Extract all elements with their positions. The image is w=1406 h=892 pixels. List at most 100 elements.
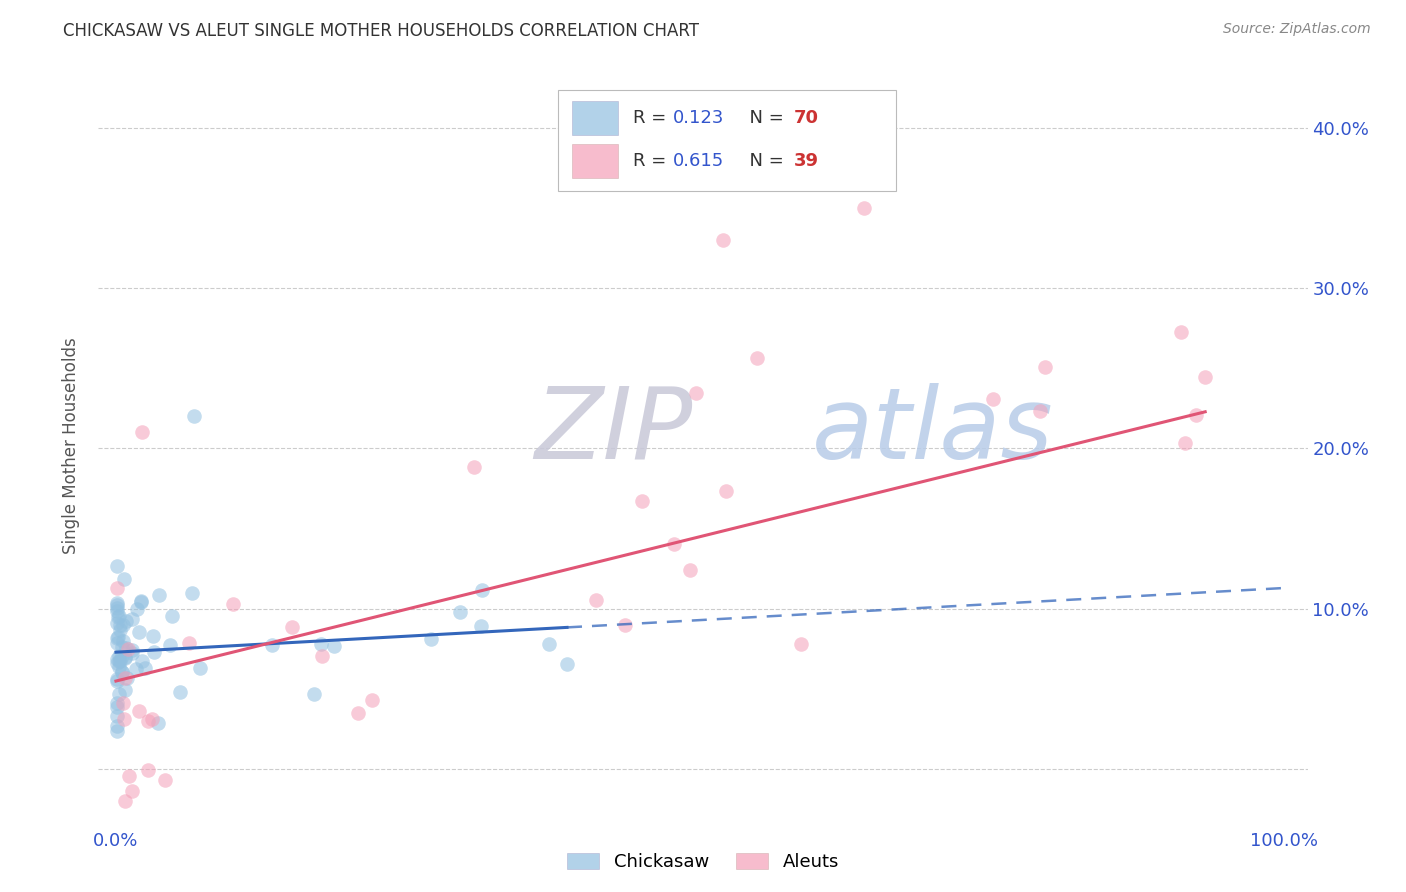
- Point: [142, 645, 165, 659]
- Point: [470, 619, 492, 633]
- Point: [118, 769, 141, 783]
- Point: [121, 612, 143, 626]
- Point: [107, 581, 129, 595]
- Text: N =: N =: [738, 109, 790, 128]
- FancyBboxPatch shape: [558, 90, 897, 191]
- Point: [131, 655, 153, 669]
- Text: Source: ZipAtlas.com: Source: ZipAtlas.com: [1223, 22, 1371, 37]
- Point: [309, 637, 332, 651]
- Point: [108, 655, 131, 669]
- Point: [110, 623, 132, 637]
- Point: [262, 638, 284, 652]
- Point: [159, 638, 181, 652]
- Point: [108, 687, 131, 701]
- Point: [105, 631, 128, 645]
- Text: 70: 70: [793, 109, 818, 128]
- Text: 0.615: 0.615: [672, 152, 724, 169]
- Point: [111, 634, 134, 648]
- Point: [714, 484, 737, 499]
- Point: [105, 596, 128, 610]
- Point: [105, 674, 128, 689]
- Point: [112, 572, 135, 586]
- Point: [463, 460, 485, 475]
- Point: [128, 704, 150, 718]
- Point: [107, 609, 129, 624]
- Point: [108, 618, 131, 632]
- Point: [107, 659, 129, 673]
- FancyBboxPatch shape: [572, 102, 619, 135]
- Point: [105, 696, 128, 710]
- Point: [105, 709, 128, 723]
- Point: [302, 687, 325, 701]
- Point: [361, 693, 384, 707]
- Point: [136, 763, 159, 777]
- Point: [131, 425, 153, 440]
- Text: CHICKASAW VS ALEUT SINGLE MOTHER HOUSEHOLDS CORRELATION CHART: CHICKASAW VS ALEUT SINGLE MOTHER HOUSEHO…: [63, 22, 699, 40]
- Point: [146, 715, 169, 730]
- Point: [107, 648, 129, 663]
- Point: [129, 593, 152, 607]
- Text: N =: N =: [738, 152, 790, 169]
- Point: [121, 643, 143, 657]
- Text: R =: R =: [633, 109, 672, 128]
- Point: [105, 657, 128, 671]
- Point: [311, 648, 333, 663]
- Point: [112, 696, 135, 710]
- Text: ZIP: ZIP: [534, 383, 692, 480]
- Point: [114, 683, 136, 698]
- Point: [125, 662, 148, 676]
- Point: [115, 614, 138, 628]
- Point: [136, 714, 159, 729]
- Point: [790, 637, 813, 651]
- Point: [713, 233, 735, 247]
- Point: [183, 409, 205, 424]
- Point: [114, 712, 136, 726]
- Point: [105, 616, 128, 631]
- Point: [105, 559, 128, 574]
- Point: [108, 654, 131, 668]
- Point: [323, 639, 346, 653]
- Point: [1170, 325, 1192, 339]
- Point: [662, 537, 685, 551]
- Point: [685, 386, 707, 401]
- Point: [347, 706, 370, 720]
- FancyBboxPatch shape: [572, 144, 619, 178]
- Point: [148, 589, 170, 603]
- Point: [141, 712, 163, 726]
- Point: [114, 640, 136, 655]
- Text: 39: 39: [793, 152, 818, 169]
- Point: [105, 724, 128, 739]
- Point: [125, 602, 148, 616]
- Point: [281, 620, 304, 634]
- Point: [188, 661, 211, 675]
- Point: [128, 624, 150, 639]
- Point: [105, 652, 128, 666]
- Point: [181, 586, 204, 600]
- Point: [105, 604, 128, 618]
- Point: [121, 784, 143, 798]
- Point: [177, 636, 200, 650]
- Text: 0.123: 0.123: [672, 109, 724, 128]
- Point: [111, 640, 134, 654]
- Point: [1029, 403, 1052, 417]
- Point: [107, 630, 129, 644]
- Point: [114, 794, 136, 808]
- Text: atlas: atlas: [811, 383, 1053, 480]
- Point: [114, 671, 136, 685]
- Legend: Chickasaw, Aleuts: Chickasaw, Aleuts: [560, 846, 846, 879]
- Point: [420, 632, 443, 646]
- Point: [111, 617, 134, 632]
- Point: [1033, 360, 1056, 375]
- Point: [105, 636, 128, 650]
- Text: R =: R =: [633, 152, 672, 169]
- Point: [107, 610, 129, 624]
- Point: [105, 601, 128, 615]
- Point: [121, 646, 143, 660]
- Point: [555, 657, 578, 672]
- Point: [111, 649, 134, 664]
- Point: [222, 597, 245, 611]
- Point: [1194, 370, 1216, 384]
- Point: [470, 582, 492, 597]
- Point: [981, 392, 1004, 407]
- Y-axis label: Single Mother Households: Single Mother Households: [62, 338, 80, 554]
